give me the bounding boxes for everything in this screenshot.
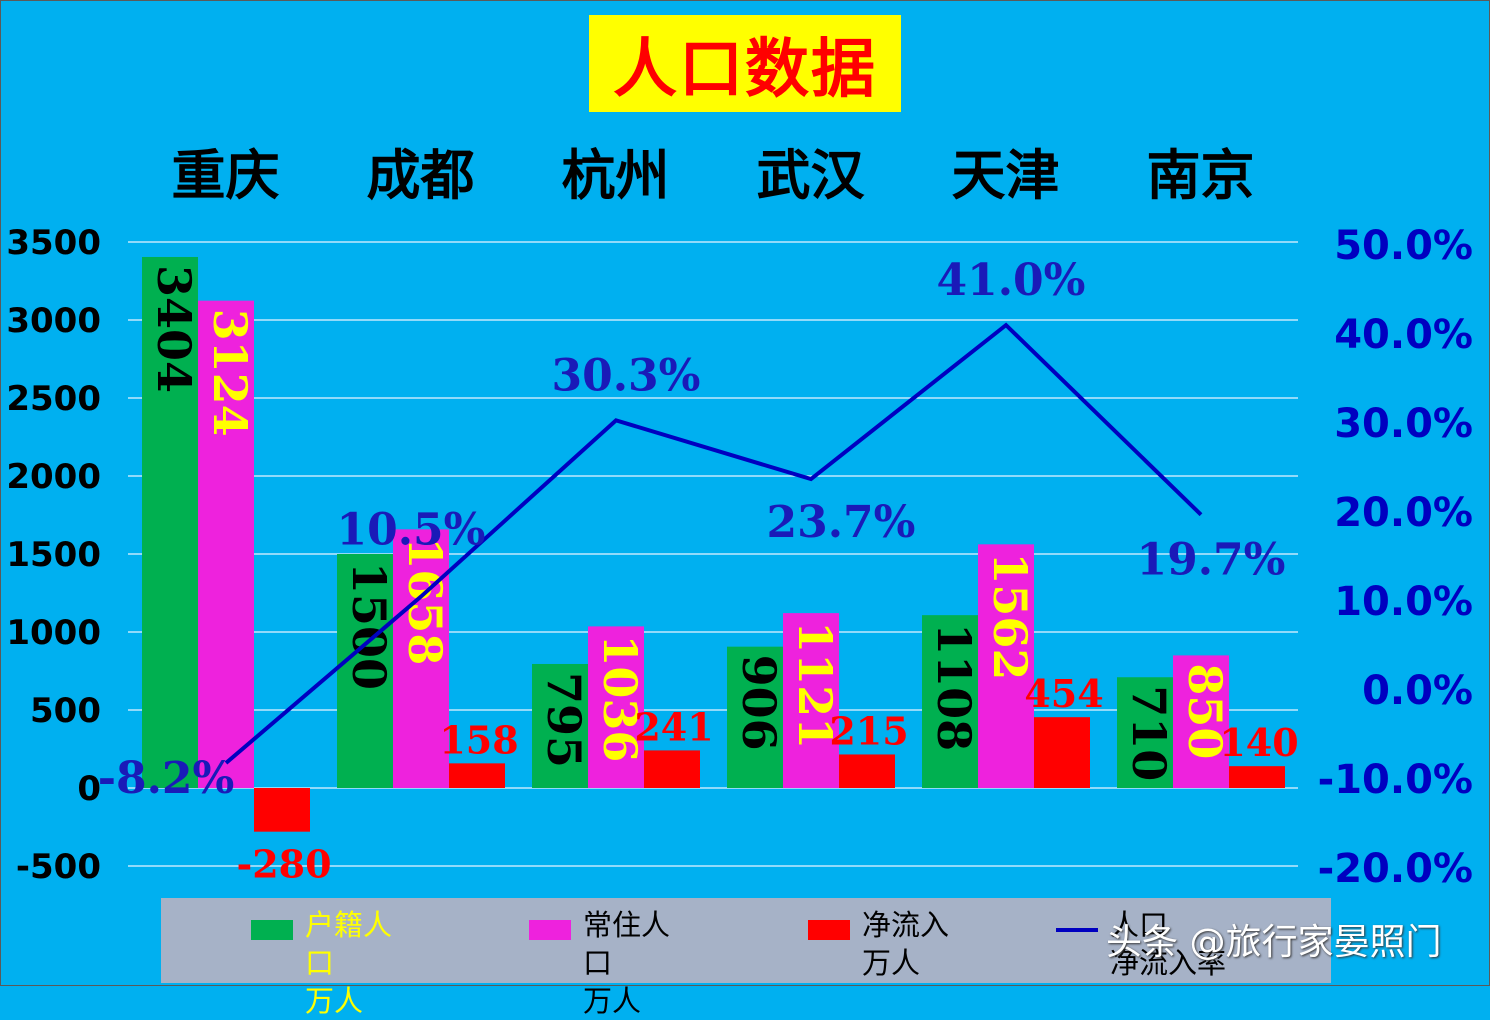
- rate-value-label: 19.7%: [1137, 535, 1286, 586]
- y-tick-label: 1500: [6, 535, 101, 575]
- resident-value-label: 1121: [788, 621, 842, 749]
- registered-value-label: 710: [1122, 685, 1176, 781]
- rate-line: [224, 322, 1203, 765]
- net-inflow-value-label: 454: [1024, 671, 1103, 716]
- legend-label-registered-line1: 户籍人口: [305, 908, 393, 980]
- net-inflow-value-label: 215: [829, 708, 908, 753]
- y2-tick-label: 0.0%: [1362, 668, 1473, 714]
- legend-item-net-inflow: 净流入 万人: [718, 906, 958, 982]
- y-tick-label: 1000: [6, 613, 101, 653]
- registered-value-label: 795: [537, 672, 591, 768]
- net-inflow-value-label: -280: [236, 842, 331, 887]
- y-tick-label: 500: [30, 691, 101, 731]
- legend-label-net-inflow: 净流入 万人: [862, 906, 957, 982]
- y-tick-label: 2000: [6, 457, 101, 497]
- category-label-nanjing: 南京: [1146, 144, 1255, 207]
- net-inflow-bar: [839, 754, 895, 788]
- net-inflow-bar: [449, 763, 505, 788]
- rate-value-label: -8.2%: [98, 753, 235, 804]
- resident-bar: [1173, 655, 1229, 788]
- net-inflow-bar: [254, 788, 310, 832]
- registered-value-label: 3404: [147, 265, 201, 393]
- legend-item-resident: 常住人口 万人: [439, 906, 679, 1018]
- y2-tick-label: 20.0%: [1334, 490, 1473, 536]
- category-label-tianjin: 天津: [951, 144, 1060, 207]
- y2-tick-label: -10.0%: [1318, 757, 1473, 803]
- legend-swatch-net-inflow: [808, 920, 850, 940]
- chart-plot: 3500 3000 2500 2000 1500 1000 500 0 -500 50.0% 40.…: [6, 223, 1473, 892]
- resident-bar: [978, 544, 1034, 788]
- legend-label-resident: 常住人口 万人: [583, 906, 678, 1020]
- legend-label-rate-line1: 人口: [1110, 908, 1169, 942]
- legend-label-net-inflow-line1: 净流入: [862, 908, 950, 942]
- registered-bar: [727, 646, 783, 788]
- resident-bar: [393, 529, 449, 788]
- legend-swatch-resident: [529, 920, 571, 940]
- resident-value-label: 1658: [398, 537, 452, 665]
- category-label-chongqing: 重庆: [171, 144, 280, 207]
- registered-bar: [337, 554, 393, 788]
- resident-bar: [588, 626, 644, 788]
- chart-title: 人口数据: [613, 32, 877, 107]
- resident-bar: [783, 613, 839, 788]
- legend-swatch-registered: [251, 920, 293, 940]
- net-inflow-value-label: 140: [1219, 720, 1298, 765]
- legend-label-rate-line2: 净流入率: [1110, 946, 1227, 980]
- net-inflow-value-label: 158: [439, 717, 518, 762]
- registered-bar: [1117, 677, 1173, 788]
- category-label-hangzhou: 杭州: [561, 144, 670, 207]
- registered-bar: [532, 663, 588, 788]
- y-tick-label: 2500: [6, 379, 101, 419]
- registered-bar: [922, 615, 978, 788]
- y2-tick-label: 40.0%: [1334, 312, 1473, 358]
- category-label-chengdu: 成都: [366, 144, 475, 207]
- resident-value-label: 1036: [593, 634, 647, 762]
- y2-tick-label: -20.0%: [1318, 846, 1473, 892]
- legend-label-registered: 户籍人口 万人: [305, 906, 400, 1020]
- rate-value-label: 30.3%: [552, 350, 701, 401]
- rate-value-label: 41.0%: [937, 255, 1086, 306]
- net-inflow-value-label: 241: [634, 704, 713, 749]
- resident-value-label: 3124: [203, 309, 257, 437]
- rate-value-label: 23.7%: [767, 497, 916, 548]
- category-label-wuhan: 武汉: [756, 144, 865, 207]
- resident-bar: [198, 300, 254, 788]
- y-tick-label: 0: [77, 769, 101, 809]
- net-inflow-bar: [1034, 717, 1090, 788]
- y2-tick-label: 10.0%: [1334, 579, 1473, 625]
- net-inflow-bar: [644, 750, 700, 788]
- y-tick-label: 3000: [6, 301, 101, 341]
- y-tick-label: 3500: [6, 223, 101, 263]
- legend-label-resident-line1: 常住人口: [583, 908, 671, 980]
- legend-item-rate: 人口 净流入率: [966, 906, 1226, 982]
- net-inflow-bar: [1229, 766, 1285, 788]
- title-banner: 人口数据: [589, 15, 901, 112]
- rate-value-label: 10.5%: [337, 505, 486, 556]
- y-tick-label: -500: [16, 847, 101, 887]
- resident-value-label: 850: [1178, 663, 1232, 759]
- legend-label-net-inflow-line2: 万人: [862, 946, 921, 980]
- registered-value-label: 906: [732, 655, 786, 751]
- y2-tick-label: 30.0%: [1334, 401, 1473, 447]
- resident-value-label: 1562: [983, 552, 1037, 680]
- legend-swatch-rate: [1056, 928, 1098, 932]
- legend-label-registered-line2: 万人: [305, 984, 364, 1018]
- watermark-text: 头条 @旅行家晏照门: [1106, 922, 1442, 963]
- registered-bar: [142, 256, 198, 788]
- legend-label-rate: 人口 净流入率: [1110, 906, 1260, 982]
- legend-item-registered: 户籍人口 万人: [161, 906, 401, 1018]
- legend-label-resident-line2: 万人: [583, 984, 642, 1018]
- registered-value-label: 1108: [927, 623, 981, 751]
- y2-tick-label: 50.0%: [1334, 223, 1473, 269]
